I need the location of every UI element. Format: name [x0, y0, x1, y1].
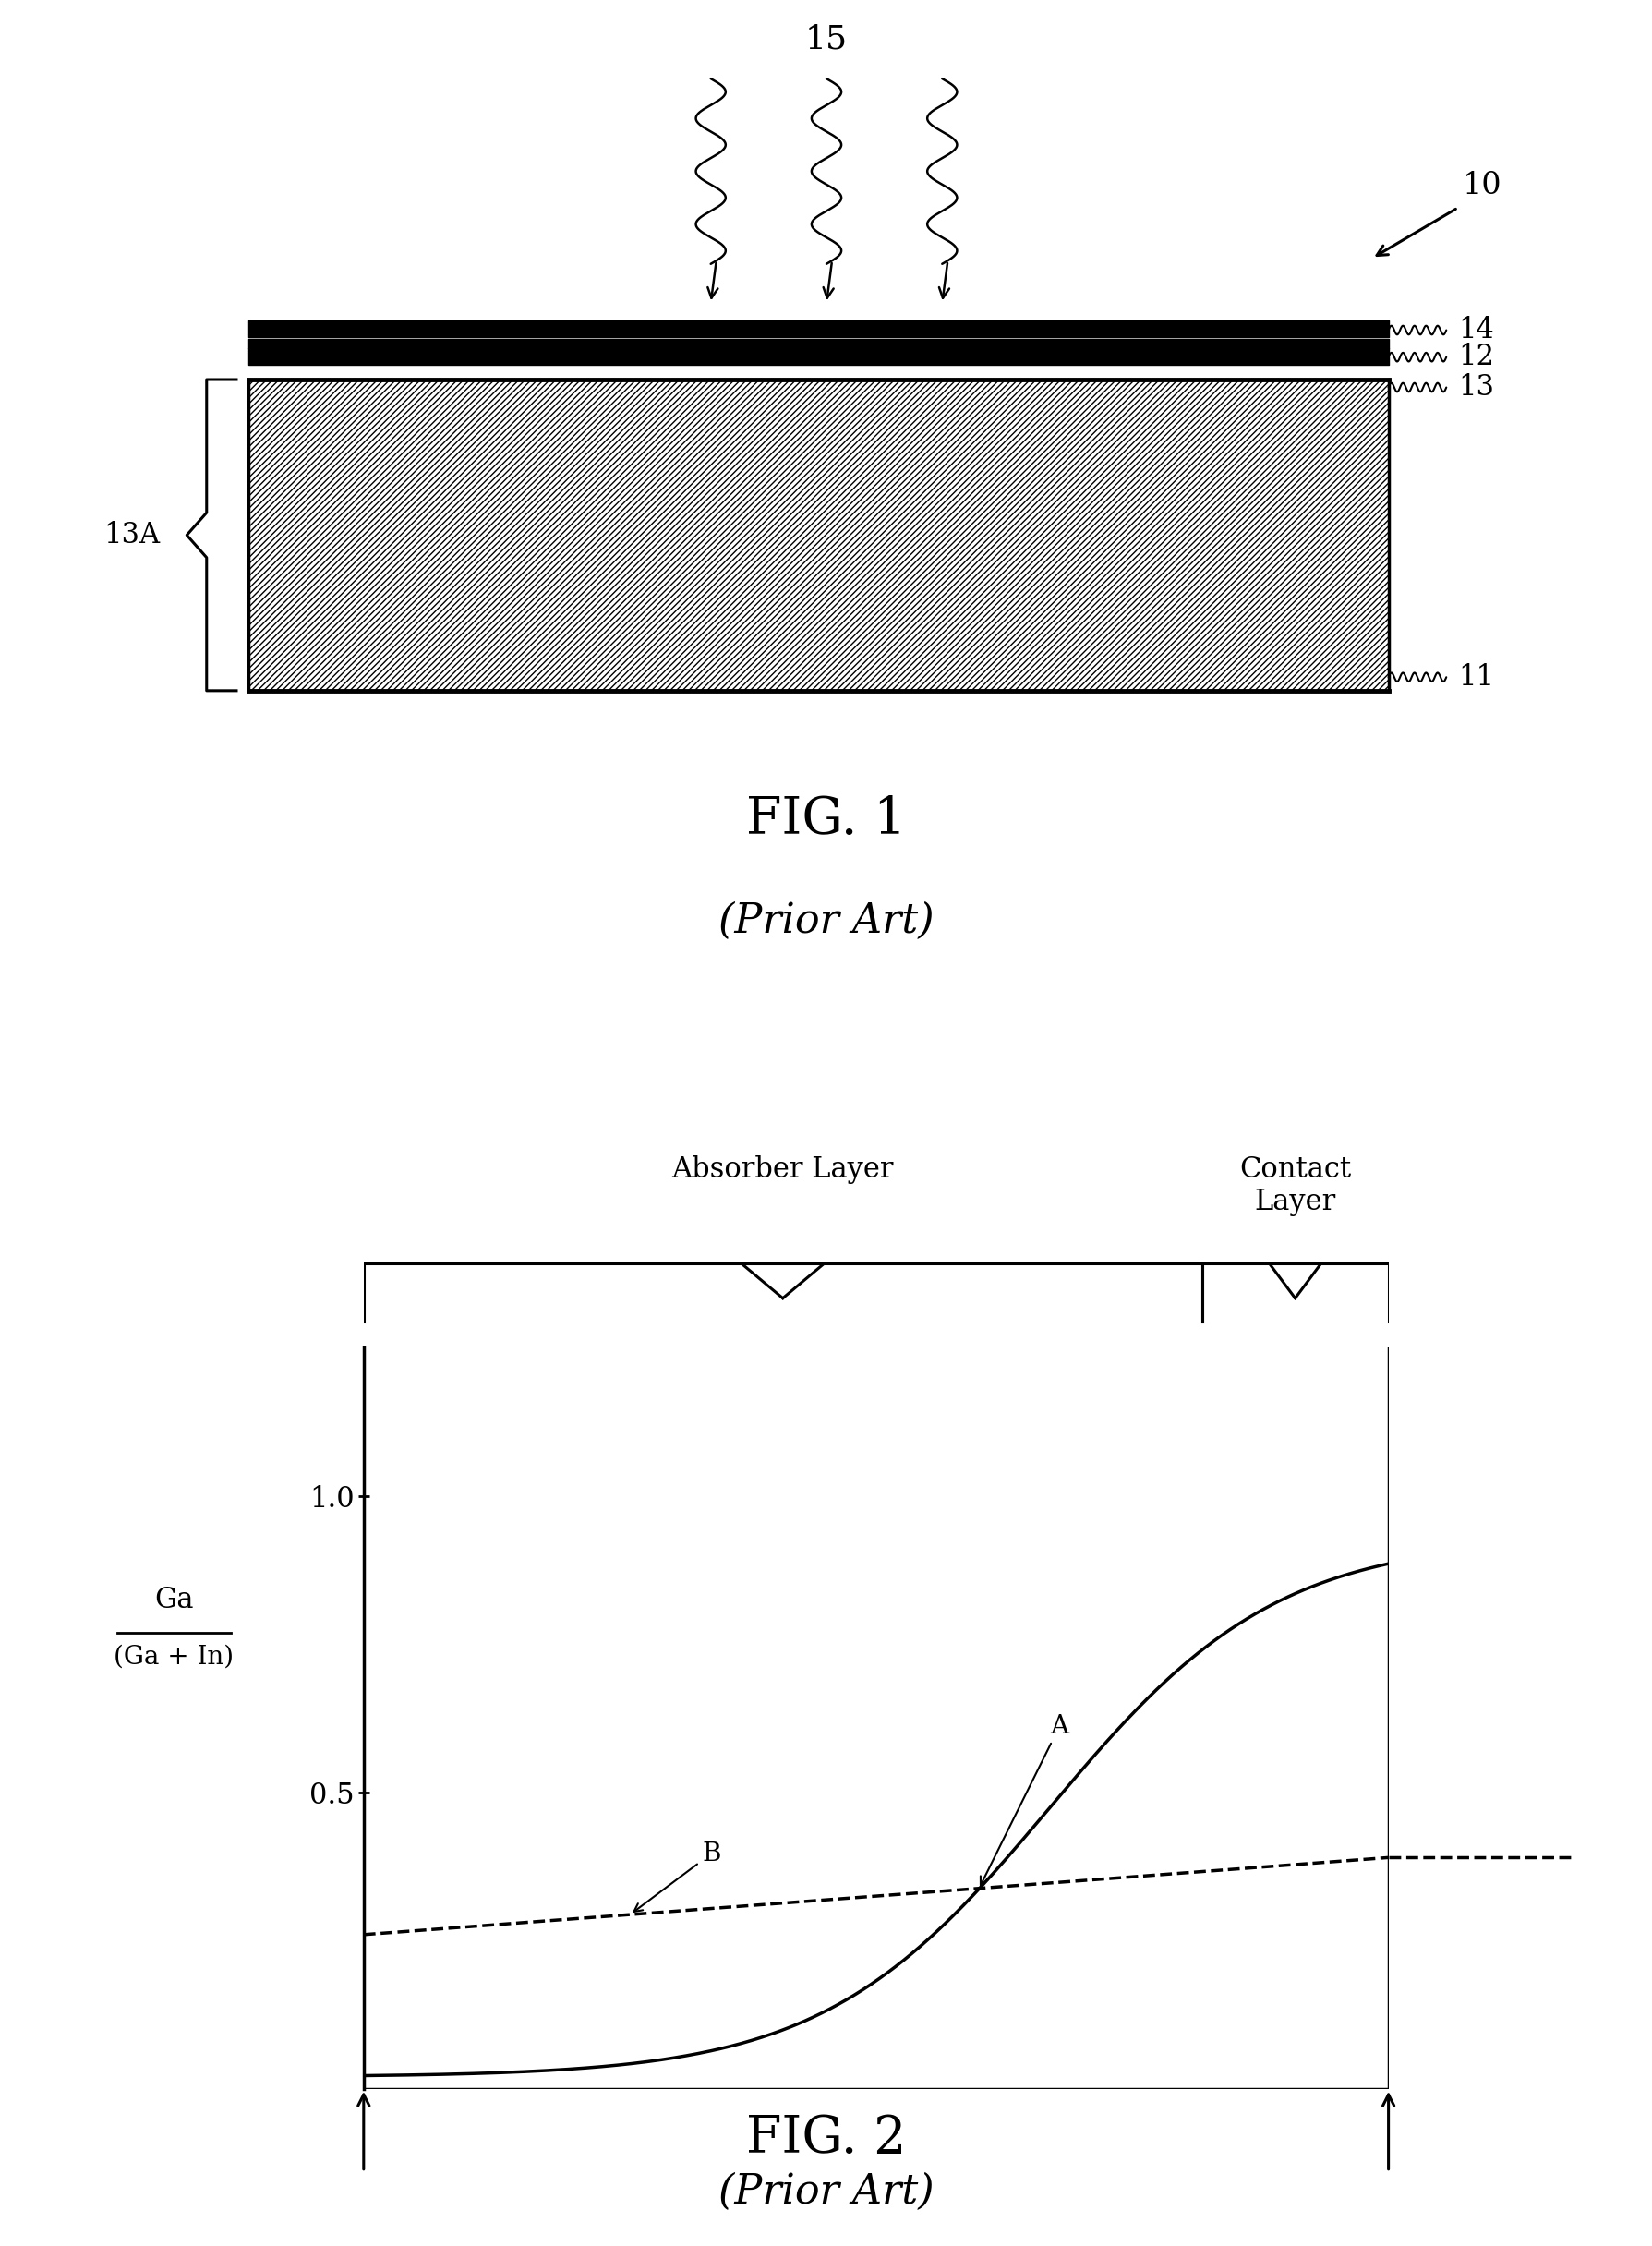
Text: (Prior Art): (Prior Art) — [719, 2172, 933, 2212]
Text: B: B — [633, 1842, 720, 1911]
Text: Ga: Ga — [154, 1586, 193, 1615]
Text: 13: 13 — [1457, 373, 1493, 402]
Text: FIG. 2: FIG. 2 — [747, 2113, 905, 2163]
Text: 10: 10 — [1462, 171, 1502, 200]
Text: Absorber Layer: Absorber Layer — [671, 1154, 894, 1184]
Text: A: A — [980, 1714, 1069, 1884]
Text: 15: 15 — [805, 25, 847, 54]
Text: 14: 14 — [1457, 317, 1493, 344]
Text: (Ga + In): (Ga + In) — [114, 1644, 235, 1669]
Text: Contact
Layer: Contact Layer — [1239, 1154, 1350, 1217]
Bar — [248, 380, 1388, 692]
Text: FIG. 1: FIG. 1 — [747, 795, 905, 844]
Text: 12: 12 — [1457, 344, 1493, 371]
Text: 11: 11 — [1457, 663, 1493, 692]
Text: 13A: 13A — [104, 521, 160, 550]
Text: (Prior Art): (Prior Art) — [719, 901, 933, 941]
